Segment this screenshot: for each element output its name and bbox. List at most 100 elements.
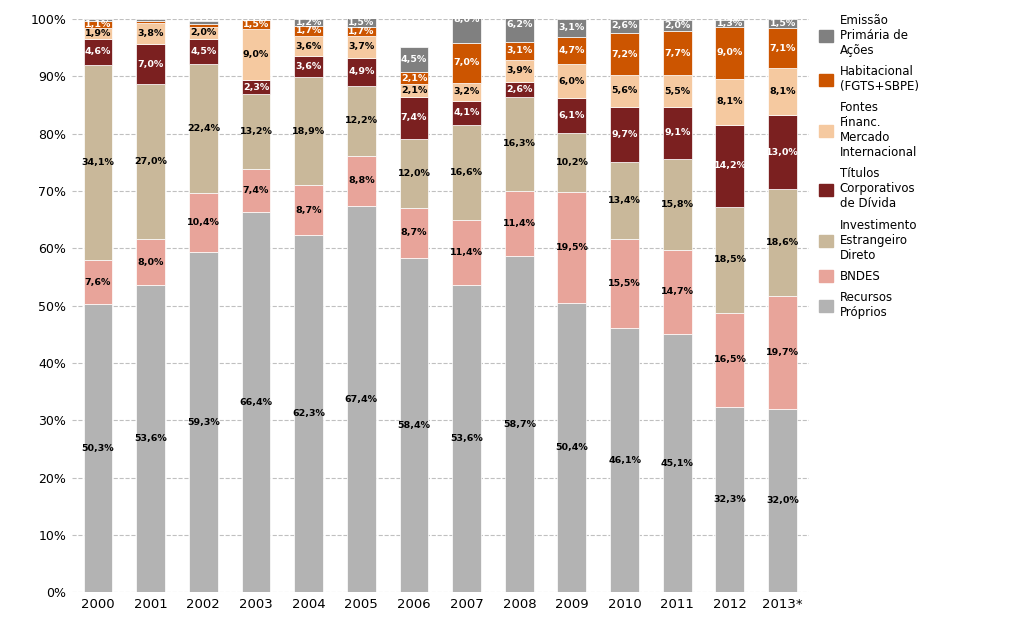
Bar: [557, 64, 587, 98]
Bar: [768, 189, 797, 296]
Bar: [716, 206, 744, 313]
Text: 3,6%: 3,6%: [296, 62, 322, 71]
Text: 3,2%: 3,2%: [454, 87, 480, 96]
Bar: [453, 220, 481, 285]
Bar: [453, 43, 481, 83]
Text: 3,9%: 3,9%: [506, 66, 532, 76]
Text: 32,0%: 32,0%: [766, 496, 799, 505]
Text: 19,7%: 19,7%: [766, 348, 799, 357]
Bar: [610, 328, 639, 592]
Bar: [84, 18, 113, 22]
Bar: [716, 125, 744, 206]
Bar: [557, 19, 587, 37]
Text: 59,3%: 59,3%: [187, 418, 220, 427]
Text: 3,1%: 3,1%: [506, 47, 532, 55]
Text: 13,0%: 13,0%: [766, 148, 799, 157]
Text: 6,1%: 6,1%: [559, 111, 585, 120]
Text: 13,2%: 13,2%: [240, 127, 272, 136]
Text: 8,0%: 8,0%: [454, 15, 480, 24]
Text: 9,7%: 9,7%: [611, 130, 638, 139]
Text: 1,1%: 1,1%: [85, 20, 112, 29]
Text: 50,3%: 50,3%: [82, 444, 115, 453]
Bar: [663, 334, 692, 592]
Bar: [453, 101, 481, 125]
Bar: [610, 162, 639, 240]
Bar: [610, 33, 639, 75]
Bar: [663, 31, 692, 75]
Text: 4,9%: 4,9%: [348, 67, 375, 76]
Text: 3,6%: 3,6%: [296, 41, 322, 50]
Text: 14,7%: 14,7%: [660, 287, 694, 296]
Bar: [347, 18, 376, 27]
Bar: [294, 235, 324, 592]
Text: 62,3%: 62,3%: [292, 410, 325, 419]
Bar: [768, 409, 797, 592]
Bar: [716, 79, 744, 125]
Bar: [610, 75, 639, 107]
Bar: [347, 57, 376, 85]
Text: 53,6%: 53,6%: [451, 434, 483, 443]
Text: 1,7%: 1,7%: [348, 27, 375, 36]
Text: 4,1%: 4,1%: [454, 108, 480, 117]
Text: 10,4%: 10,4%: [187, 218, 220, 227]
Text: 8,8%: 8,8%: [348, 176, 375, 185]
Bar: [188, 64, 218, 193]
Text: 2,1%: 2,1%: [400, 74, 427, 83]
Text: 7,7%: 7,7%: [665, 48, 690, 58]
Bar: [399, 47, 428, 73]
Bar: [347, 155, 376, 206]
Bar: [557, 303, 587, 592]
Text: 27,0%: 27,0%: [134, 157, 167, 166]
Bar: [84, 65, 113, 261]
Bar: [505, 82, 534, 97]
Bar: [84, 261, 113, 304]
Text: 7,1%: 7,1%: [769, 43, 796, 53]
Bar: [768, 115, 797, 189]
Bar: [663, 75, 692, 107]
Text: 7,0%: 7,0%: [137, 60, 164, 69]
Text: 4,6%: 4,6%: [85, 47, 112, 56]
Text: 22,4%: 22,4%: [186, 124, 220, 133]
Text: 32,3%: 32,3%: [714, 496, 746, 505]
Bar: [242, 94, 270, 169]
Text: 3,7%: 3,7%: [348, 43, 375, 52]
Bar: [347, 36, 376, 57]
Text: 7,2%: 7,2%: [611, 50, 638, 59]
Text: 1,7%: 1,7%: [296, 26, 322, 36]
Text: 8,0%: 8,0%: [137, 258, 164, 267]
Bar: [663, 159, 692, 250]
Text: 1,5%: 1,5%: [348, 18, 375, 27]
Bar: [399, 73, 428, 85]
Bar: [84, 39, 113, 65]
Text: 9,0%: 9,0%: [243, 50, 269, 59]
Bar: [557, 133, 587, 192]
Bar: [84, 304, 113, 592]
Bar: [716, 27, 744, 79]
Text: 8,1%: 8,1%: [769, 87, 796, 96]
Bar: [242, 211, 270, 592]
Bar: [399, 139, 428, 208]
Text: 9,1%: 9,1%: [665, 129, 690, 138]
Text: 8,7%: 8,7%: [295, 206, 322, 215]
Text: 18,9%: 18,9%: [292, 127, 326, 136]
Text: 4,5%: 4,5%: [190, 47, 216, 56]
Bar: [242, 29, 270, 80]
Bar: [610, 107, 639, 162]
Text: 58,4%: 58,4%: [397, 420, 430, 429]
Text: 1,2%: 1,2%: [296, 18, 322, 27]
Text: 58,7%: 58,7%: [503, 420, 536, 429]
Text: 2,1%: 2,1%: [400, 86, 427, 95]
Text: 10,2%: 10,2%: [556, 158, 589, 167]
Text: 11,4%: 11,4%: [451, 248, 483, 257]
Text: 6,2%: 6,2%: [506, 20, 532, 29]
Text: 5,5%: 5,5%: [665, 87, 690, 96]
Bar: [663, 250, 692, 334]
Text: 1,5%: 1,5%: [769, 19, 796, 28]
Bar: [347, 27, 376, 36]
Bar: [768, 27, 797, 68]
Text: 16,6%: 16,6%: [451, 168, 483, 176]
Bar: [716, 407, 744, 592]
Bar: [768, 296, 797, 409]
Bar: [768, 68, 797, 115]
Text: 45,1%: 45,1%: [660, 459, 693, 468]
